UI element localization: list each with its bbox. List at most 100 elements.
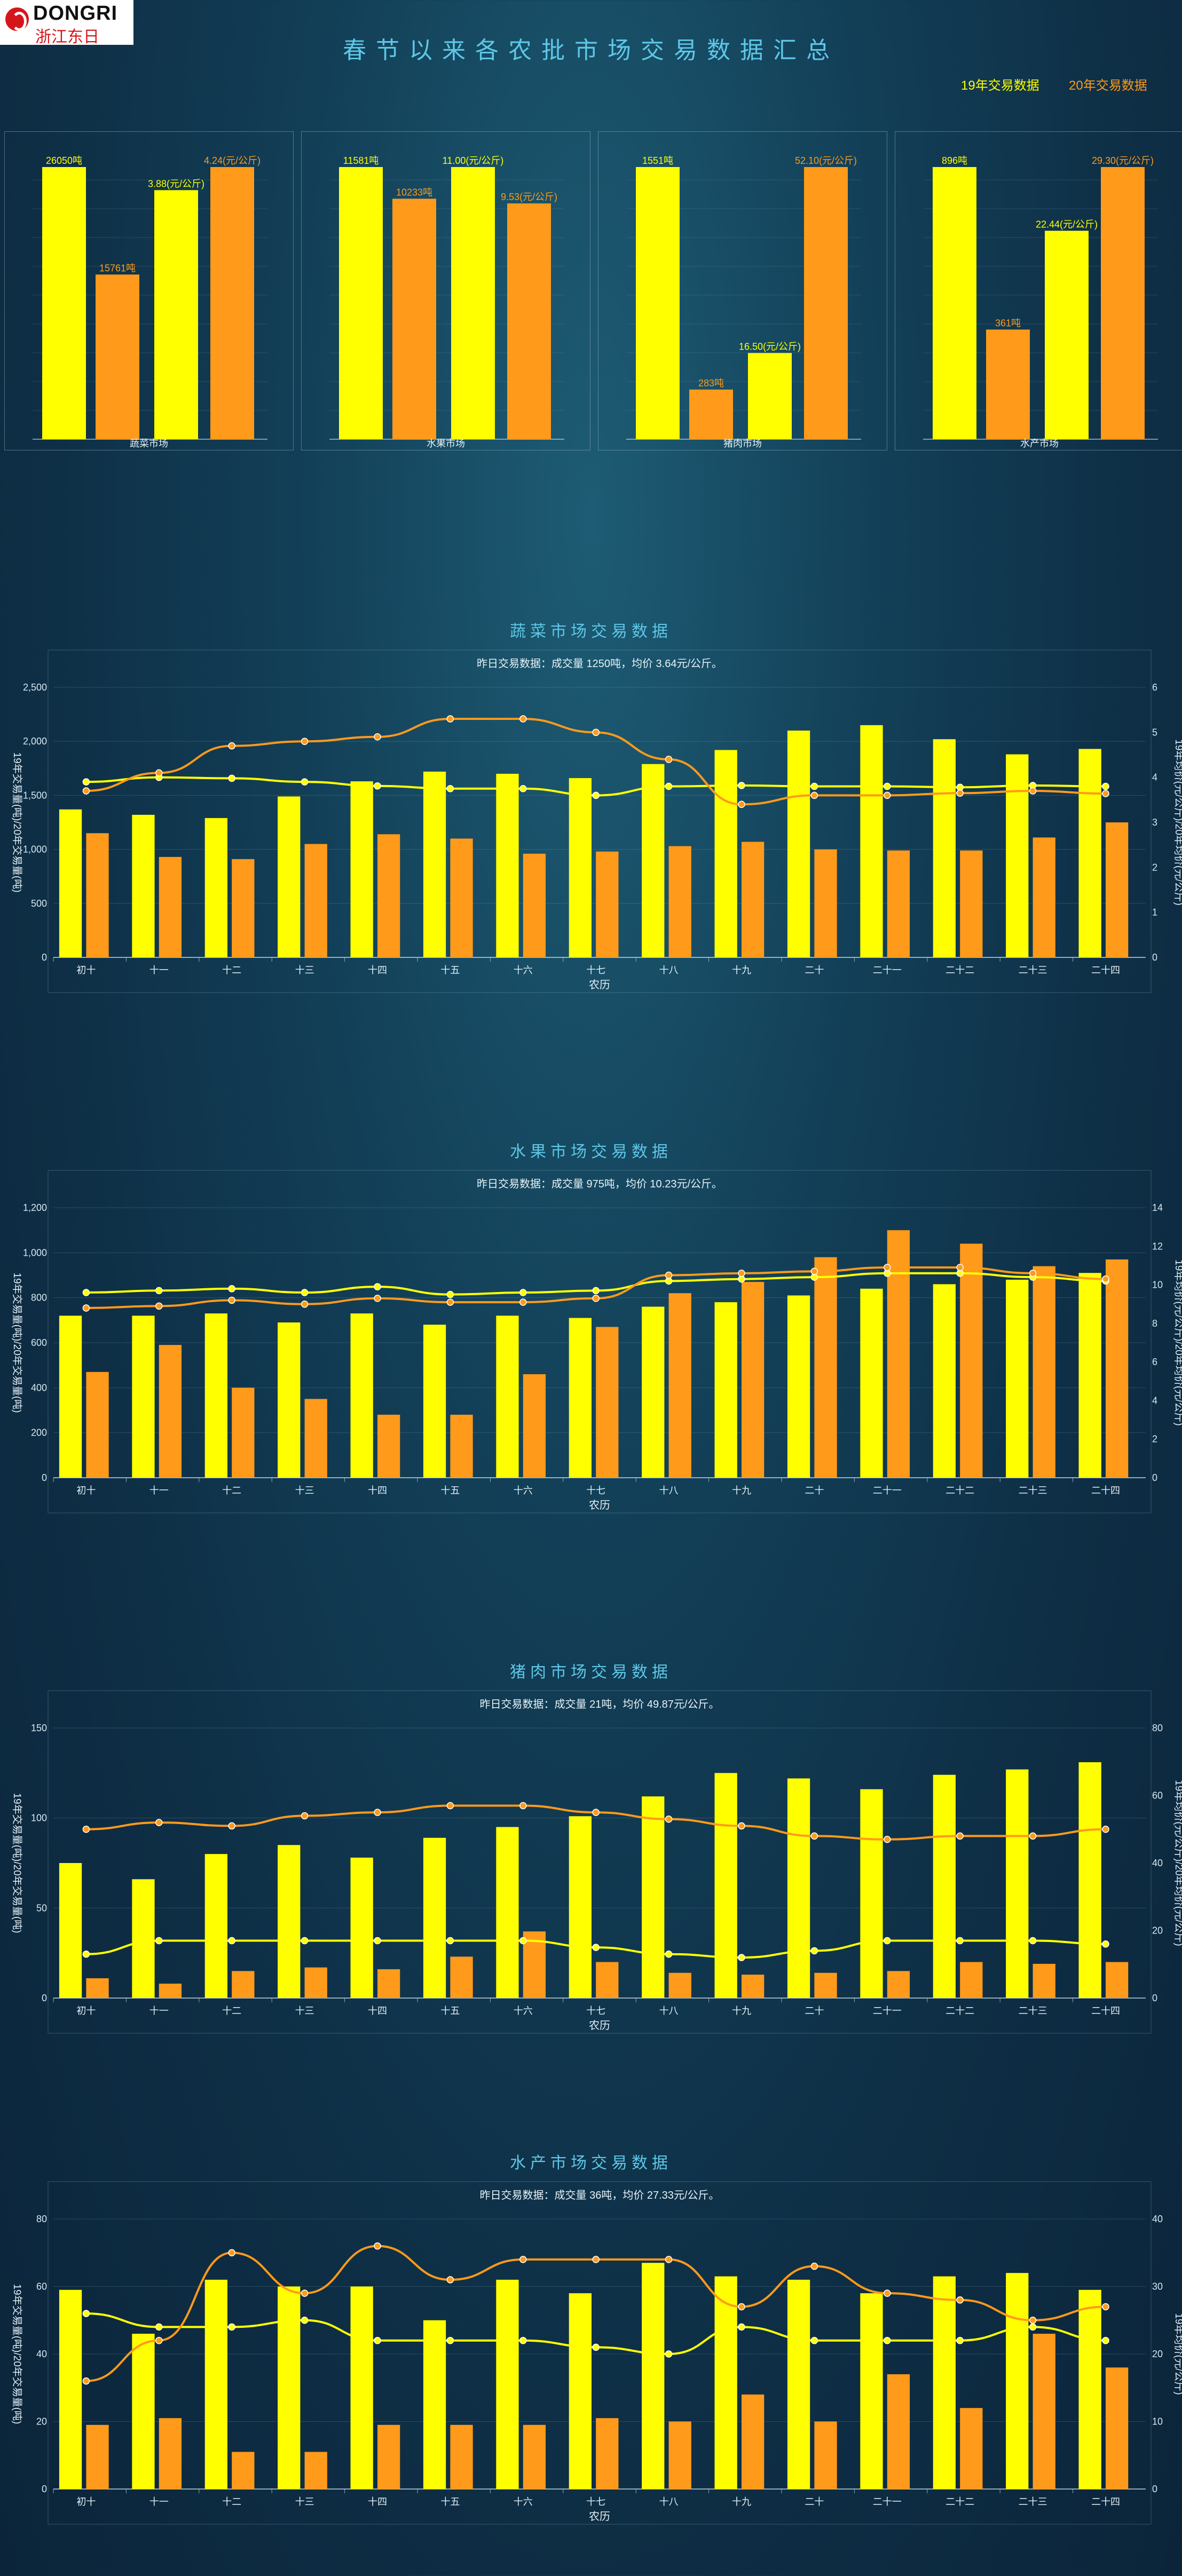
detail-chart: 昨日交易数据：成交量 975吨，均价 10.23元/公斤。 0 200 400 600 8… [11,1170,1182,1513]
chart-subtitle: 昨日交易数据：成交量 21吨，均价 49.87元/公斤。 [480,1698,720,1710]
line-point [82,778,90,786]
y-tick-left: 600 [31,1337,47,1348]
line-point [1102,2336,1109,2344]
line-point [738,1270,745,1277]
x-tick-label: 二十四 [1091,2496,1120,2507]
x-tick-label: 十二 [222,965,241,976]
bar [668,1972,691,1998]
x-tick-label: 二十一 [873,2496,902,2507]
line-point [884,2289,891,2297]
x-tick-label: 十四 [368,1485,387,1496]
chart-title: 蔬菜市场交易数据 [510,623,672,640]
line-point [374,1283,381,1290]
line-point [446,2336,454,2344]
line-point [374,2242,381,2250]
bar [159,1345,182,1478]
bar [1006,754,1029,957]
x-tick-label: 二十二 [945,2496,974,2507]
y-tick-right: 0 [1152,1472,1157,1483]
bar [278,2286,301,2489]
bar [377,834,400,957]
bar [1033,837,1055,957]
line-point [592,1295,600,1302]
bar [350,1313,373,1478]
summary-bar-label: 3.88(元/公斤) [148,178,204,189]
bar [496,773,519,957]
x-tick-label: 二十 [805,965,824,976]
bar [569,1318,592,1478]
line-point [374,782,381,790]
line-point [301,1937,309,1945]
line-point [956,1264,964,1271]
bar [860,725,883,957]
bar [642,2263,665,2489]
summary-bar [154,190,198,439]
summary-bar-label: 29.30(元/公斤) [1092,155,1154,166]
x-tick-label: 十八 [659,965,679,976]
line-point [884,1835,891,1843]
bar [159,857,182,957]
chart-frame [48,1690,1152,2034]
line-point [956,789,964,797]
bar [887,1971,910,1998]
line-point [155,1302,163,1310]
summary-bar [42,167,86,439]
y-tick-right: 3 [1152,817,1157,828]
summary-bar-label: 9.53(元/公斤) [501,192,557,202]
bar [642,764,665,957]
line-point [519,1937,527,1945]
line-point [665,1271,673,1279]
line-point [82,787,90,795]
y-tick-left: 100 [31,1813,47,1824]
bar [933,739,956,957]
line-point [519,2256,527,2263]
line-point [810,1947,818,1955]
x-axis-label: 农历 [589,2510,610,2523]
summary-bar-label: 15761吨 [99,263,136,273]
y-tick-right: 0 [1152,2484,1157,2494]
summary-bar-label: 1551吨 [642,155,673,166]
x-tick-label: 二十二 [945,1485,974,1496]
y-tick-right: 5 [1152,727,1157,738]
x-tick-label: 十九 [732,1485,751,1496]
x-tick-label: 十八 [659,1485,679,1496]
bar [132,1315,155,1478]
bar [1006,2273,1029,2489]
bar [232,1971,255,1998]
y-tick-right: 60 [1152,1790,1163,1801]
line-point [155,769,163,776]
y-tick-left: 2,500 [23,682,47,693]
summary-market-label: 水果市场 [427,438,465,449]
line-point [155,1937,163,1945]
bar [960,1243,983,1478]
line-point [446,785,454,792]
bar [59,1315,82,1478]
bar [304,2452,327,2489]
x-tick-label: 十三 [295,2496,314,2507]
bar [1006,1279,1029,1478]
bar [860,2293,883,2489]
bar [787,2279,810,2489]
bar [132,1879,155,1998]
bar [278,1322,301,1478]
summary-market-label: 水产市场 [1020,438,1059,449]
line-point [374,733,381,741]
bar [496,1315,519,1478]
x-tick-label: 十一 [149,2496,169,2507]
summary-bar [210,167,254,439]
y-tick-left: 60 [36,2281,47,2292]
legend-19-data[interactable]: 19年交易数据 [961,78,1039,93]
line-point [592,728,600,736]
line-point [301,778,309,786]
x-tick-label: 十六 [514,965,533,976]
bar [1033,2334,1055,2489]
legend-20-data[interactable]: 20年交易数据 [1069,78,1147,93]
line-point [228,742,235,750]
line-point [301,1812,309,1820]
line-point [374,1809,381,1816]
bar [668,1293,691,1478]
summary-bar-label: 11581吨 [343,155,379,166]
summary-bar-label: 22.44(元/公斤) [1036,219,1098,229]
bar [887,2374,910,2489]
x-tick-label: 二十 [805,2006,824,2016]
